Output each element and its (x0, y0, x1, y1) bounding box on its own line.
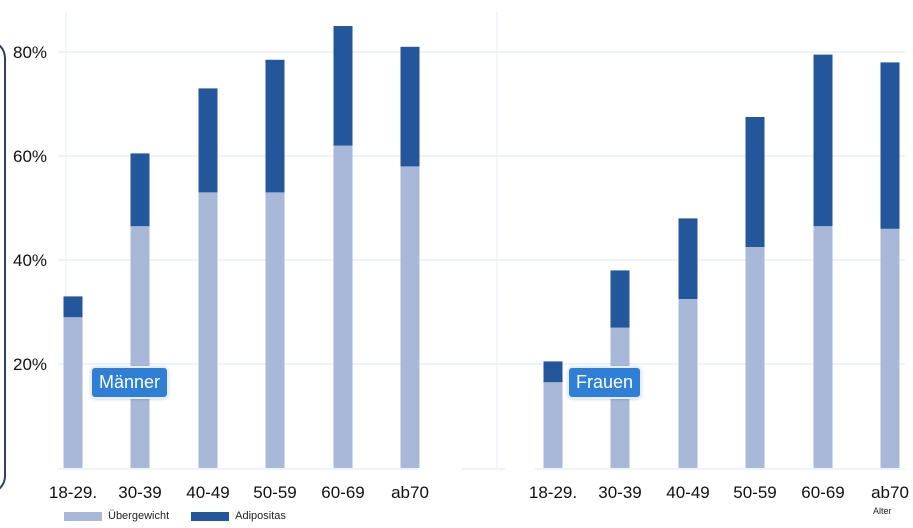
x-tick-labels: 18-29. 30-39 40-49 50-59 60-69 ab70 18-29. 30-3… (49, 483, 909, 502)
legend-label-uebergewicht: Übergewicht (108, 510, 170, 522)
x-tick-label: 18-29. (529, 483, 577, 502)
bar-adipositas (130, 153, 150, 227)
y-tick-label: 80% (13, 43, 47, 62)
x-tick-label: 60-69 (801, 483, 844, 502)
x-tick-label: 30-39 (118, 483, 161, 502)
bar-uebergewicht (880, 228, 900, 468)
bar-adipositas (400, 46, 420, 167)
bar-uebergewicht (678, 299, 698, 468)
bar-uebergewicht (63, 317, 83, 468)
x-tick-label: 60-69 (321, 483, 364, 502)
bar-uebergewicht (400, 166, 420, 468)
y-tick-labels: 20% 40% 60% 80% (13, 43, 47, 374)
bar-uebergewicht (610, 327, 630, 468)
legend: Übergewicht Adipositas (64, 510, 286, 522)
panel-label-maenner: Männer (92, 368, 168, 397)
y-tick-label: 20% (13, 355, 47, 374)
x-tick-label: ab70 (391, 483, 429, 502)
y-tick-label: 40% (13, 251, 47, 270)
bar-adipositas (543, 361, 563, 383)
legend-item-adipositas: Adipositas (191, 510, 286, 522)
bar-uebergewicht (543, 382, 563, 468)
bar-adipositas (745, 117, 765, 247)
bar-adipositas (265, 59, 285, 193)
panel-label-frauen: Frauen (569, 368, 641, 397)
x-tick-label: 40-49 (186, 483, 229, 502)
x-tick-label: 50-59 (253, 483, 296, 502)
x-tick-label: 30-39 (598, 483, 641, 502)
bar-adipositas (198, 88, 218, 193)
bar-adipositas (610, 270, 630, 328)
bar-uebergewicht (333, 145, 353, 468)
x-axis-title: Alter (873, 506, 892, 516)
x-tick-label: 18-29. (49, 483, 97, 502)
legend-swatch-uebergewicht (64, 511, 102, 521)
bar-adipositas (678, 218, 698, 299)
bar-uebergewicht (265, 192, 285, 468)
bar-uebergewicht (813, 226, 833, 468)
bar-adipositas (333, 26, 353, 146)
y-tick-label: 60% (13, 147, 47, 166)
bar-adipositas (880, 62, 900, 229)
legend-swatch-adipositas (191, 511, 230, 521)
bars (63, 26, 900, 468)
bar-uebergewicht (745, 247, 765, 468)
x-tick-label: ab70 (871, 483, 909, 502)
bar-adipositas (63, 296, 83, 318)
legend-label-adipositas: Adipositas (235, 510, 286, 522)
x-tick-label: 50-59 (733, 483, 776, 502)
x-tick-label: 40-49 (666, 483, 709, 502)
legend-item-uebergewicht: Übergewicht (64, 510, 169, 522)
gridlines (58, 12, 905, 470)
bar-adipositas (813, 54, 833, 227)
bar-uebergewicht (198, 192, 218, 468)
bar-uebergewicht (130, 226, 150, 468)
